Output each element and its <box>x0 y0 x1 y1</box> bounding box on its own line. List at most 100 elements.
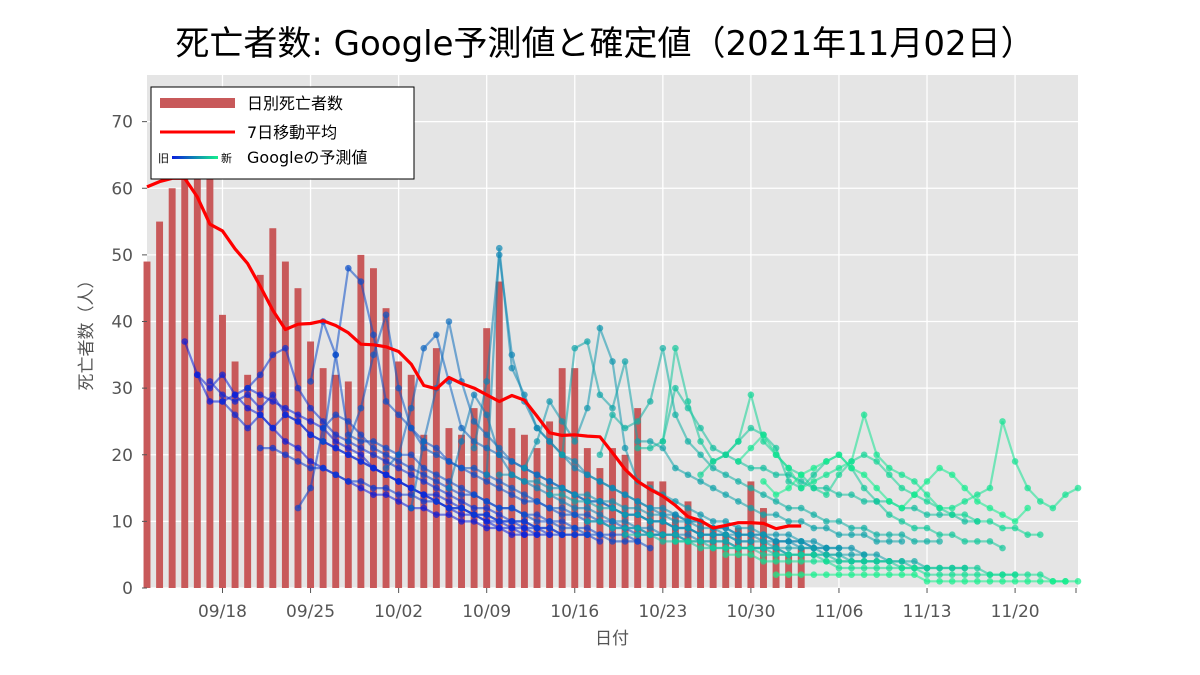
forecast-point <box>470 511 478 519</box>
forecast-point <box>420 504 428 512</box>
forecast-point <box>697 478 704 485</box>
forecast-point <box>407 451 415 459</box>
forecast-point <box>885 564 893 572</box>
forecast-point <box>697 424 704 432</box>
forecast-point <box>961 511 969 519</box>
forecast-series <box>722 551 1069 585</box>
forecast-point <box>634 504 641 512</box>
bar <box>294 288 302 588</box>
legend-bar-swatch <box>160 98 235 108</box>
forecast-point <box>961 564 969 572</box>
forecast-point <box>961 498 969 505</box>
forecast-point <box>621 504 629 512</box>
forecast-point <box>533 471 541 479</box>
forecast-point <box>923 498 931 505</box>
forecast-point <box>747 538 755 545</box>
forecast-point <box>923 564 931 572</box>
forecast-point <box>445 504 453 512</box>
forecast-point <box>395 451 402 459</box>
forecast-point <box>407 484 415 492</box>
forecast-point <box>810 551 818 558</box>
forecast-point <box>546 518 553 525</box>
forecast-point <box>672 384 679 392</box>
forecast-point <box>407 471 415 479</box>
forecast-point <box>986 578 994 585</box>
forecast-point <box>672 464 679 472</box>
forecast-point <box>596 478 604 485</box>
x-tick-label: 11/13 <box>903 602 952 622</box>
forecast-point <box>722 531 730 539</box>
moving-average-line <box>146 176 802 531</box>
forecast-point <box>370 444 377 452</box>
forecast-point <box>848 491 855 499</box>
forecast-point <box>609 531 616 539</box>
forecast-point <box>873 564 881 572</box>
forecast-point <box>684 471 692 479</box>
forecast-point <box>823 551 830 558</box>
forecast-point <box>898 471 906 479</box>
forecast-point <box>269 351 277 359</box>
forecast-point <box>835 518 843 525</box>
forecast-point <box>584 491 591 499</box>
bar <box>546 421 554 588</box>
forecast-point <box>898 518 906 525</box>
forecast-point <box>634 438 641 445</box>
forecast-point <box>898 484 906 492</box>
forecast-point <box>495 244 503 252</box>
forecast-point <box>948 511 956 519</box>
bar <box>571 368 579 588</box>
forecast-point <box>646 524 654 532</box>
forecast-point <box>659 538 667 545</box>
forecast-series <box>558 338 906 545</box>
forecast-point <box>483 498 490 505</box>
forecast-point <box>735 458 742 465</box>
bar <box>797 548 805 588</box>
forecast-point <box>848 531 855 539</box>
forecast-point <box>458 518 465 525</box>
forecast-point <box>395 411 402 419</box>
forecast-point <box>722 518 730 525</box>
forecast-point <box>521 524 528 532</box>
forecast-point <box>533 484 541 492</box>
forecast-point <box>521 391 528 399</box>
forecast-point <box>206 384 214 392</box>
legend-old-label: 旧 <box>158 152 169 165</box>
forecast-point <box>357 444 365 452</box>
forecast-point <box>722 551 730 558</box>
forecast-point <box>458 424 465 432</box>
forecast-point <box>433 331 440 339</box>
forecast-point <box>697 471 704 479</box>
forecast-point <box>823 484 830 492</box>
bar <box>256 274 264 588</box>
legend-forecast-swatch <box>172 156 218 159</box>
forecast-point <box>797 544 805 552</box>
forecast-point <box>1011 458 1019 465</box>
forecast-point <box>936 578 943 585</box>
forecast-point <box>470 491 478 499</box>
forecast-point <box>294 384 302 392</box>
bar <box>219 314 226 588</box>
forecast-point <box>458 464 465 472</box>
forecast-point <box>659 518 667 525</box>
forecast-point <box>420 471 428 479</box>
forecast-point <box>382 451 390 459</box>
forecast-point <box>860 484 868 492</box>
forecast-point <box>722 451 730 459</box>
forecast-point <box>571 511 579 519</box>
forecast-point <box>785 551 792 558</box>
forecast-point <box>395 384 402 392</box>
forecast-point <box>823 544 830 552</box>
forecast-point <box>810 484 818 492</box>
forecast-series <box>735 410 1082 512</box>
forecast-series <box>760 451 1031 525</box>
forecast-point <box>772 511 780 519</box>
bar <box>470 408 478 588</box>
bar <box>319 368 327 588</box>
forecast-line <box>762 453 1029 523</box>
forecast-point <box>344 444 352 452</box>
forecast-point <box>785 558 792 565</box>
forecast-point <box>785 571 792 578</box>
forecast-point <box>558 418 566 425</box>
forecast-point <box>634 538 641 545</box>
